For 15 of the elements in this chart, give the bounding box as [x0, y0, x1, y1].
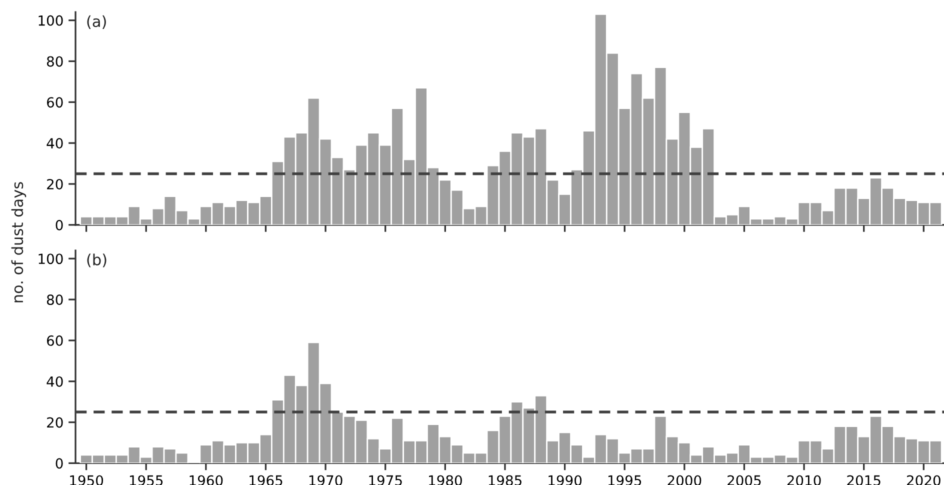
y-tick-label: 60: [47, 335, 63, 346]
annotation: (a): [87, 15, 106, 29]
y-tick-label: 100: [38, 254, 63, 264]
y-tick-label: 20: [47, 417, 63, 428]
annotation: (b): [87, 254, 106, 268]
y-tick-label: 0: [56, 458, 63, 469]
y-tick-label: 80: [46, 56, 63, 67]
y-tick-label: 60: [47, 97, 63, 108]
y-tick-label: 40: [46, 138, 63, 149]
y-tick-label: 100: [38, 15, 63, 26]
y-tick-label: 0: [56, 220, 63, 230]
y-tick-label: 80: [46, 294, 63, 305]
y-tick-label: 40: [46, 376, 63, 387]
y-tick-label: 20: [47, 178, 63, 190]
y-axis-title: no. of dust days: [11, 182, 26, 302]
